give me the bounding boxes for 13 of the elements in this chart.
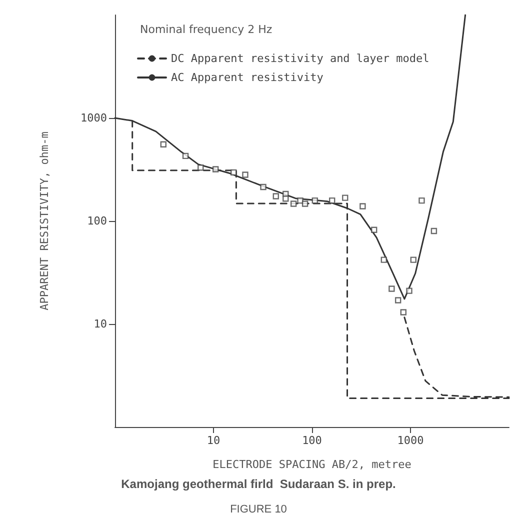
- legend-label: AC Apparent resistivity: [171, 71, 324, 84]
- caption: FIGURE 10: [230, 504, 287, 516]
- x-tick-label: 100: [302, 434, 322, 447]
- x-axis-title: ELECTRODE SPACING AB/2, metree: [212, 458, 412, 471]
- x-tick-label: 10: [206, 434, 220, 447]
- x-tick-label: 1000: [397, 434, 424, 447]
- y-tick-label: 1000: [80, 112, 107, 124]
- legend-label: DC Apparent resistivity and layer model: [171, 52, 430, 65]
- y-tick-label: 100: [87, 214, 107, 228]
- y-tick-label: 10: [94, 318, 107, 330]
- text: Kamojang geothermal firld Sudaraan S. in prep.: [121, 477, 396, 491]
- annotation: Nominal frequency 2 Hz: [140, 23, 272, 36]
- y-axis-title: APPARENT RESISTIVITY, ohm-m: [38, 131, 51, 310]
